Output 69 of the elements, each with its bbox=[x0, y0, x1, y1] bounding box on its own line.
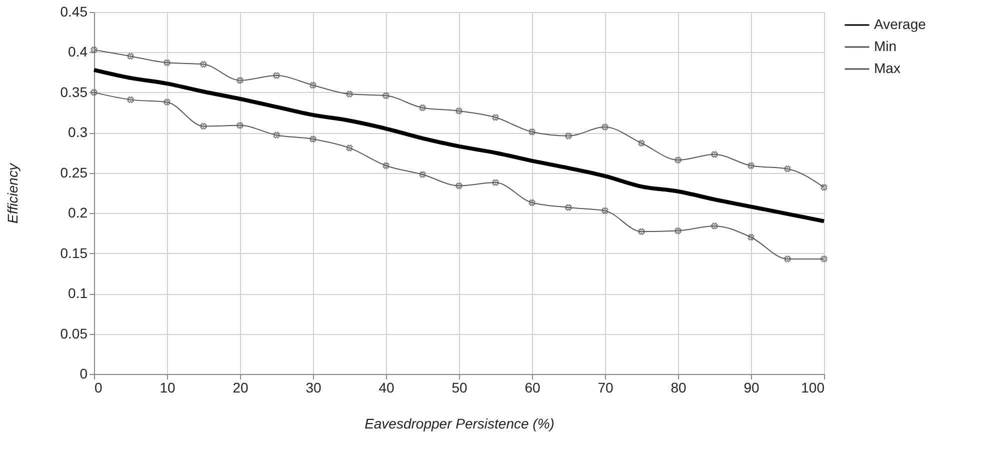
point bbox=[711, 222, 718, 230]
point bbox=[565, 204, 572, 211]
point bbox=[602, 124, 608, 130]
legend-label: Average bbox=[874, 16, 926, 32]
x-tick-label: 30 bbox=[306, 380, 322, 396]
y-tick-label: 0.35 bbox=[60, 84, 88, 100]
point bbox=[492, 179, 499, 186]
point bbox=[456, 108, 462, 114]
point bbox=[820, 184, 828, 191]
x-tick-label: 60 bbox=[524, 380, 540, 396]
x-tick-label: 80 bbox=[670, 380, 686, 396]
y-tick-label: 0.3 bbox=[68, 124, 88, 140]
point bbox=[310, 82, 316, 89]
point bbox=[236, 77, 244, 84]
y-tick-label: 0.25 bbox=[60, 164, 88, 180]
point bbox=[528, 199, 536, 206]
point bbox=[419, 104, 426, 112]
point bbox=[638, 140, 645, 146]
legend-label: Max bbox=[874, 60, 900, 76]
point bbox=[273, 132, 280, 138]
y-tick-label: 0.4 bbox=[68, 44, 88, 60]
point bbox=[528, 128, 536, 136]
y-tick-label: 0.2 bbox=[68, 204, 88, 221]
legend-label: Min bbox=[874, 38, 897, 54]
point bbox=[492, 114, 499, 121]
point bbox=[674, 156, 682, 164]
point bbox=[820, 256, 828, 262]
point bbox=[200, 122, 207, 130]
x-tick-label: 20 bbox=[232, 380, 248, 396]
point bbox=[346, 144, 353, 152]
x-axis-title: Eavesdropper Persistence (%) bbox=[364, 416, 554, 432]
point bbox=[382, 162, 390, 169]
point bbox=[711, 151, 718, 158]
point bbox=[748, 162, 754, 169]
point bbox=[164, 59, 170, 66]
point bbox=[674, 228, 682, 234]
point bbox=[456, 182, 462, 190]
point bbox=[784, 256, 791, 262]
y-tick-label: 0.45 bbox=[60, 4, 88, 20]
y-axis-title: Efficiency bbox=[4, 162, 20, 224]
y-tick-label: 0.1 bbox=[68, 285, 88, 302]
point bbox=[236, 122, 244, 129]
x-tick-label: 10 bbox=[160, 380, 176, 396]
x-tick-label: 50 bbox=[452, 380, 468, 396]
y-tick-label: 0 bbox=[80, 366, 88, 382]
line-series bbox=[92, 68, 826, 224]
point bbox=[164, 98, 170, 106]
x-tick-label: 70 bbox=[598, 380, 614, 396]
x-tick-label: 90 bbox=[744, 380, 760, 396]
point bbox=[273, 72, 280, 79]
point bbox=[784, 166, 791, 172]
point bbox=[127, 96, 134, 103]
y-tick-label: 0.05 bbox=[60, 325, 88, 342]
point bbox=[382, 92, 390, 99]
point bbox=[90, 46, 98, 54]
x-tick-label: 0 bbox=[94, 380, 102, 396]
point bbox=[419, 171, 426, 178]
point bbox=[310, 136, 316, 142]
x-tick-label: 100 bbox=[801, 380, 825, 396]
point bbox=[748, 234, 754, 241]
y-tick-label: 0.15 bbox=[60, 244, 88, 261]
point bbox=[90, 89, 98, 96]
point bbox=[602, 207, 608, 214]
point bbox=[638, 228, 645, 235]
point bbox=[565, 132, 572, 140]
point bbox=[200, 60, 207, 68]
x-tick-label: 40 bbox=[378, 380, 394, 396]
point bbox=[127, 52, 134, 60]
point bbox=[346, 90, 353, 98]
